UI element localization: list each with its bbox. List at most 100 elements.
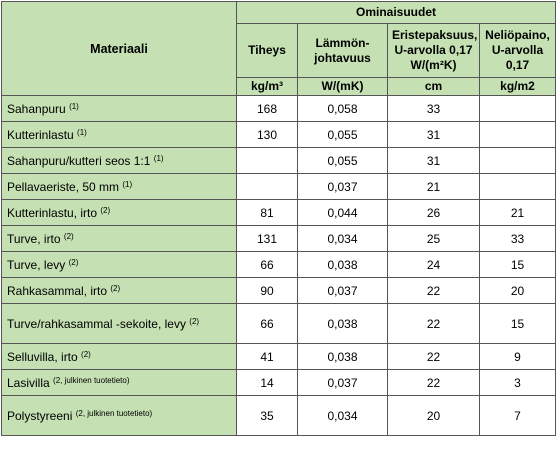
thickness-cell: 31 — [387, 121, 480, 148]
table-row: Polystyreeni (2, julkinen tuotetieto) 35… — [1, 395, 557, 436]
conductivity-cell: 0,037 — [297, 173, 388, 200]
material-name: Rahkasammal, irto — [7, 283, 108, 298]
material-name-cell: Turve, irto (2) — [1, 225, 237, 252]
density-cell: 41 — [236, 343, 298, 370]
material-name-cell: Sahanpuru/kutteri seos 1:1 (1) — [1, 147, 237, 174]
conductivity-cell: 0,055 — [297, 121, 388, 148]
material-name: Turve, irto — [7, 231, 61, 246]
thickness-cell: 31 — [387, 147, 480, 174]
table-row: Kutterinlastu (1) 130 0,055 31 — [1, 121, 557, 148]
thickness-cell: 22 — [387, 343, 480, 370]
conductivity-cell: 0,058 — [297, 95, 388, 122]
density-cell: 130 — [236, 121, 298, 148]
material-name: Turve/rahkasammal -sekoite, levy — [7, 316, 186, 331]
material-name-cell: Lasivilla (2, julkinen tuotetieto) — [1, 369, 237, 396]
weight-cell: 3 — [478, 369, 557, 396]
density-cell: 131 — [236, 225, 298, 252]
density-cell: 66 — [236, 303, 298, 344]
material-name-cell: Turve, levy (2) — [1, 251, 237, 278]
conductivity-cell: 0,038 — [297, 343, 388, 370]
material-name-cell: Rahkasammal, irto (2) — [1, 277, 237, 304]
weight-cell — [478, 95, 557, 122]
thickness-cell: 20 — [387, 395, 480, 436]
material-column-header: Materiaali — [1, 1, 237, 96]
weight-column-header: Neliöpaino, U-arvolla 0,17 — [478, 23, 557, 78]
weight-cell: 9 — [478, 343, 557, 370]
weight-cell: 15 — [478, 303, 557, 344]
density-cell: 168 — [236, 95, 298, 122]
weight-cell — [478, 147, 557, 174]
thickness-cell: 22 — [387, 277, 480, 304]
weight-cell: 20 — [478, 277, 557, 304]
table-row: Lasivilla (2, julkinen tuotetieto) 14 0,… — [1, 369, 557, 396]
material-name: Lasivilla — [7, 375, 50, 390]
table-row: Selluvilla, irto (2) 41 0,038 22 9 — [1, 343, 557, 370]
source-note: (1) — [77, 127, 87, 137]
weight-cell: 21 — [478, 199, 557, 226]
thickness-cell: 24 — [387, 251, 480, 278]
thickness-cell: 22 — [387, 303, 480, 344]
material-name: Sahanpuru/kutteri seos 1:1 — [7, 153, 151, 168]
source-note: (2) — [63, 231, 74, 241]
conductivity-cell: 0,034 — [297, 225, 388, 252]
conductivity-cell: 0,037 — [297, 277, 388, 304]
material-name-cell: Kutterinlastu, irto (2) — [1, 199, 237, 226]
source-note: (1) — [69, 101, 79, 111]
material-name-cell: Pellavaeriste, 50 mm (1) — [1, 173, 237, 200]
thickness-cell: 26 — [387, 199, 480, 226]
thickness-cell: 25 — [387, 225, 480, 252]
conductivity-cell: 0,038 — [297, 251, 388, 278]
source-note: (2) — [68, 257, 79, 267]
source-note: (1) — [153, 153, 164, 163]
table-row: Turve, irto (2) 131 0,034 25 33 — [1, 225, 557, 252]
table-wrapper: Materiaali Ominaisuudet Tiheys Lämmön-jo… — [1, 1, 557, 436]
material-name: Kutterinlastu — [7, 127, 74, 142]
thickness-unit: cm — [387, 77, 480, 96]
weight-cell: 15 — [478, 251, 557, 278]
header-title-row: Tiheys Lämmön-johtavuus Eristepaksuus, U… — [2, 23, 557, 78]
conductivity-cell: 0,055 — [297, 147, 388, 174]
table-row: Rahkasammal, irto (2) 90 0,037 22 20 — [1, 277, 557, 304]
material-name: Polystyreeni — [7, 408, 73, 423]
density-cell: 81 — [236, 199, 298, 226]
material-name-cell: Turve/rahkasammal -sekoite, levy (2) — [1, 303, 237, 344]
header-group-row: Materiaali Ominaisuudet — [1, 1, 557, 96]
material-name-cell: Polystyreeni (2, julkinen tuotetieto) — [1, 395, 237, 436]
table-row: Sahanpuru (1) 168 0,058 33 — [1, 95, 557, 122]
weight-unit: kg/m2 — [478, 77, 557, 96]
density-cell — [236, 147, 298, 174]
density-column-header: Tiheys — [236, 23, 298, 78]
material-name: Pellavaeriste, 50 mm — [7, 179, 120, 194]
properties-group-header: Ominaisuudet — [235, 1, 557, 24]
material-name-cell: Selluvilla, irto (2) — [1, 343, 237, 370]
source-note: (2) — [189, 316, 200, 326]
conductivity-cell: 0,038 — [297, 303, 388, 344]
source-note: (2) — [81, 349, 91, 359]
conductivity-cell: 0,034 — [297, 395, 388, 436]
table-row: Turve, levy (2) 66 0,038 24 15 — [1, 251, 557, 278]
density-cell: 14 — [236, 369, 298, 396]
material-name-cell: Sahanpuru (1) — [1, 95, 237, 122]
source-note: (1) — [122, 179, 133, 189]
thickness-cell: 21 — [387, 173, 480, 200]
density-cell: 66 — [236, 251, 298, 278]
source-note: (2, julkinen tuotetieto) — [75, 408, 153, 418]
conductivity-cell: 0,044 — [297, 199, 388, 226]
weight-cell — [478, 121, 557, 148]
density-unit: kg/m³ — [236, 77, 298, 96]
material-name: Sahanpuru — [7, 101, 66, 116]
table-row: Sahanpuru/kutteri seos 1:1 (1) 0,055 31 — [1, 147, 557, 174]
weight-cell: 33 — [478, 225, 557, 252]
conductivity-unit: W/(mK) — [297, 77, 388, 96]
material-name-cell: Kutterinlastu (1) — [1, 121, 237, 148]
source-note: (2) — [100, 205, 111, 215]
table-row: Kutterinlastu, irto (2) 81 0,044 26 21 — [1, 199, 557, 226]
density-cell: 35 — [236, 395, 298, 436]
thickness-cell: 22 — [387, 369, 480, 396]
insulation-properties-table: Materiaali Ominaisuudet Tiheys Lämmön-jo… — [1, 1, 557, 436]
material-name: Turve, levy — [7, 257, 66, 272]
table-row: Pellavaeriste, 50 mm (1) 0,037 21 — [1, 173, 557, 200]
material-name: Kutterinlastu, irto — [7, 205, 98, 220]
density-cell — [236, 173, 298, 200]
thickness-cell: 33 — [387, 95, 480, 122]
